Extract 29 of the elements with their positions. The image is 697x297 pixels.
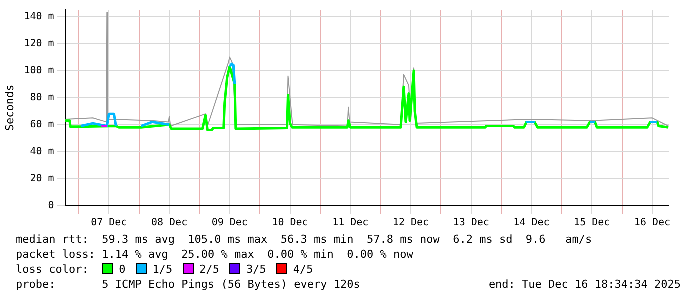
x-tick-label: 09 Dec (212, 218, 248, 229)
x-tick-label: 11 Dec (332, 218, 369, 229)
y-tick-label: 20 m (30, 174, 54, 185)
x-tick-label: 16 Dec (634, 218, 671, 229)
text: median rtt: 59.3 ms avg 105.0 ms max 56.3 ms min 57.8 ms now 6.2 ms sd 9.6 am/s (16, 232, 594, 247)
x-tick-label: 07 Dec (91, 218, 128, 229)
legend-title: loss color: (16, 263, 90, 276)
x-tick-label: 14 Dec (514, 218, 550, 229)
x-tick-label: 12 Dec (392, 218, 430, 229)
text: probe: 5 ICMP Echo Pings (56 Bytes) every 120s (16, 277, 360, 292)
text: end: Tue Dec 16 18:34:34 2025 (488, 277, 681, 292)
legend-label: 1/5 (152, 263, 173, 276)
y-axis-title: Seconds (3, 84, 16, 132)
y-tick-label: 40 m (30, 146, 54, 158)
y-tick-label: 60 m (30, 119, 54, 130)
y-tick-label: 140 m (24, 11, 54, 22)
y-tick-label: 120 m (24, 38, 54, 50)
legend-label: 4/5 (292, 263, 314, 276)
legend-label: 0 (118, 263, 126, 276)
y-tick-label: 80 m (30, 92, 54, 104)
x-tick-label: 10 Dec (272, 218, 308, 229)
y-tick-label: 0 (48, 200, 54, 212)
x-tick-label: 13 Dec (453, 218, 490, 229)
legend-label: 3/5 (245, 263, 266, 276)
text: packet loss: 1.14 % avg 25.00 % max 0.00 % min 0.00 % now (16, 247, 414, 262)
legend-label: 2/5 (198, 263, 220, 276)
y-tick-label: 100 m (24, 65, 54, 76)
x-tick-label: 08 Dec (151, 218, 188, 229)
x-tick-label: 15 Dec (574, 218, 610, 229)
